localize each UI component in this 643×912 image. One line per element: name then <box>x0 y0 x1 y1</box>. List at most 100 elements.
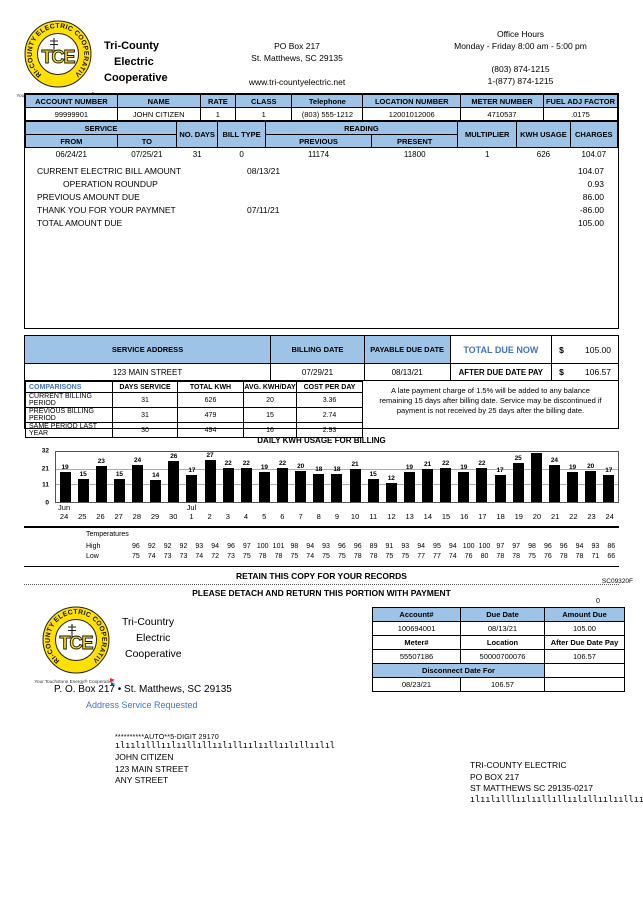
temp-value: 95 <box>433 543 441 550</box>
temp-value: 100 <box>256 543 269 550</box>
bar: 21 <box>346 452 364 502</box>
line-item-amount: 104.07 <box>578 165 604 176</box>
reading-present: 11800 <box>403 150 426 160</box>
bar-value-label: 22 <box>278 459 287 467</box>
bar-rect <box>440 467 452 502</box>
day-label: 24 <box>59 512 69 521</box>
month-label <box>492 503 510 512</box>
month-label <box>91 503 109 512</box>
day-label: 12 <box>387 512 396 521</box>
company-name: Tri-County Electric Cooperative <box>104 38 168 86</box>
comparisons-table: COMPARISONS DAYS SERVICE TOTAL KWH AVG. … <box>25 381 363 438</box>
temp-value: 96 <box>337 543 346 550</box>
bar: 20 <box>292 452 310 502</box>
bar: 19 <box>56 452 74 502</box>
temperatures-title: Temperatures <box>86 531 129 538</box>
comparison-value: 31 <box>112 407 178 423</box>
comparison-value: 20 <box>243 392 297 408</box>
logo-monogram: TCE <box>42 47 76 67</box>
telephone: (803) 555-1212 <box>291 107 364 121</box>
bar: 22 <box>473 452 491 502</box>
return-name: TRI-COUNTY ELECTRIC <box>470 760 567 770</box>
day-label: 24 <box>605 512 614 521</box>
empty-cell <box>544 663 625 678</box>
kwh-usage-header: KWH USAGE <box>516 121 571 148</box>
line-item-label: THANK YOU FOR YOUR PAYMNET <box>37 204 176 215</box>
currency-symbol: $ <box>559 367 564 377</box>
bar-value-label: 20 <box>587 462 595 470</box>
temp-value: 94 <box>211 543 220 550</box>
temp-value: 94 <box>575 543 584 550</box>
y-tick-label: 11 <box>42 481 49 489</box>
present-header: PRESENT <box>371 134 459 148</box>
company-line: Cooperative <box>125 648 182 660</box>
temp-value: 76 <box>464 553 473 560</box>
disconnect-label: Disconnect Date For <box>372 663 545 678</box>
website-url: www.tri-countyelectric.net <box>248 77 346 87</box>
billing-date-header: BILLING DATE <box>271 336 365 364</box>
recipient-street2: ANY STREET <box>115 775 169 785</box>
payable-due-header: PAYABLE DUE DATE <box>364 336 451 364</box>
temp-value: 98 <box>528 543 536 550</box>
temp-value: 78 <box>274 553 283 560</box>
bar-value-label: 14 <box>152 472 160 480</box>
stub-account: 100694001 <box>372 621 461 636</box>
bill-header: TRI-COUNTY ELECTRIC COOPERATIVE TCE Your… <box>0 14 643 100</box>
cmp-col-header: TOTAL KWH <box>177 381 244 393</box>
bar-value-label: 19 <box>405 464 414 472</box>
day-label: 23 <box>587 512 596 521</box>
bill-type: 0 <box>239 150 244 160</box>
temp-value: 89 <box>369 543 378 550</box>
bar-rect <box>168 461 180 502</box>
utility-pole-icon <box>50 38 58 53</box>
bar: 18 <box>310 452 328 502</box>
comparison-value: 2.93 <box>296 422 363 438</box>
bar-rect <box>603 475 615 502</box>
bar: 18 <box>328 452 346 502</box>
temp-value: 78 <box>512 553 521 560</box>
temp-value: 91 <box>385 543 394 550</box>
bar: 26 <box>165 452 183 502</box>
city-state-zip: St. Matthews, SC 29135 <box>251 53 343 63</box>
temp-value: 78 <box>575 553 584 560</box>
bar-value-label: 22 <box>442 459 450 467</box>
bar-value-label: 15 <box>115 470 124 478</box>
bar-rect <box>95 466 107 502</box>
phone-local: (803) 874-1215 <box>491 64 550 74</box>
bar-rect <box>331 473 343 502</box>
temp-value: 100 <box>478 543 491 550</box>
bar-rect <box>585 470 597 502</box>
payment-stub: TRI-COUNTY ELECTRIC COOPERATIVE TCE Your… <box>0 598 643 726</box>
bar-rect <box>204 459 216 502</box>
temp-value: 96 <box>559 543 568 550</box>
day-label: 14 <box>423 512 433 521</box>
bar: 15 <box>364 452 382 502</box>
class: 1 <box>235 107 293 121</box>
temp-value: 75 <box>528 553 536 560</box>
reading-group-header: READING <box>264 121 459 135</box>
no-days-header: NO. DAYS <box>175 121 219 148</box>
bar-value-label: 21 <box>351 461 359 469</box>
temperature-divider <box>24 526 619 528</box>
line-item: OPERATION ROUNDUP 0.93 <box>25 179 618 192</box>
day-label: 5 <box>262 512 267 521</box>
temp-value: 71 <box>591 553 600 560</box>
company-address-block: PO Box 217 St. Matthews, SC 29135 www.tr… <box>212 40 382 88</box>
temp-value: 78 <box>353 553 362 560</box>
day-label: 7 <box>298 512 303 521</box>
mailing-section: **********AUTO**5-DIGIT 29170 ılıılılllı… <box>0 726 643 846</box>
day-row: 24 25 26 27 28 29 30 1 2 3 4 5 6 7 8 9 10 11 12 13 14 15 16 17 1… <box>55 512 619 523</box>
bar-rect <box>150 480 162 502</box>
bar-rect <box>512 462 524 502</box>
month-label <box>364 503 382 512</box>
bar: 27 <box>201 452 219 502</box>
comparison-label: CURRENT BILLING PERIOD <box>25 392 113 408</box>
cmp-col-header: DAYS SERVICE <box>112 381 178 393</box>
bar-value-label: 15 <box>369 470 377 478</box>
temp-value: 93 <box>401 543 410 550</box>
temp-value: 86 <box>607 543 616 550</box>
bar-value-label: 19 <box>460 464 468 472</box>
month-label <box>382 503 400 512</box>
bar-rect <box>313 473 325 502</box>
late-payment-notice: A late payment charge of 1.5% will be ad… <box>362 381 618 429</box>
